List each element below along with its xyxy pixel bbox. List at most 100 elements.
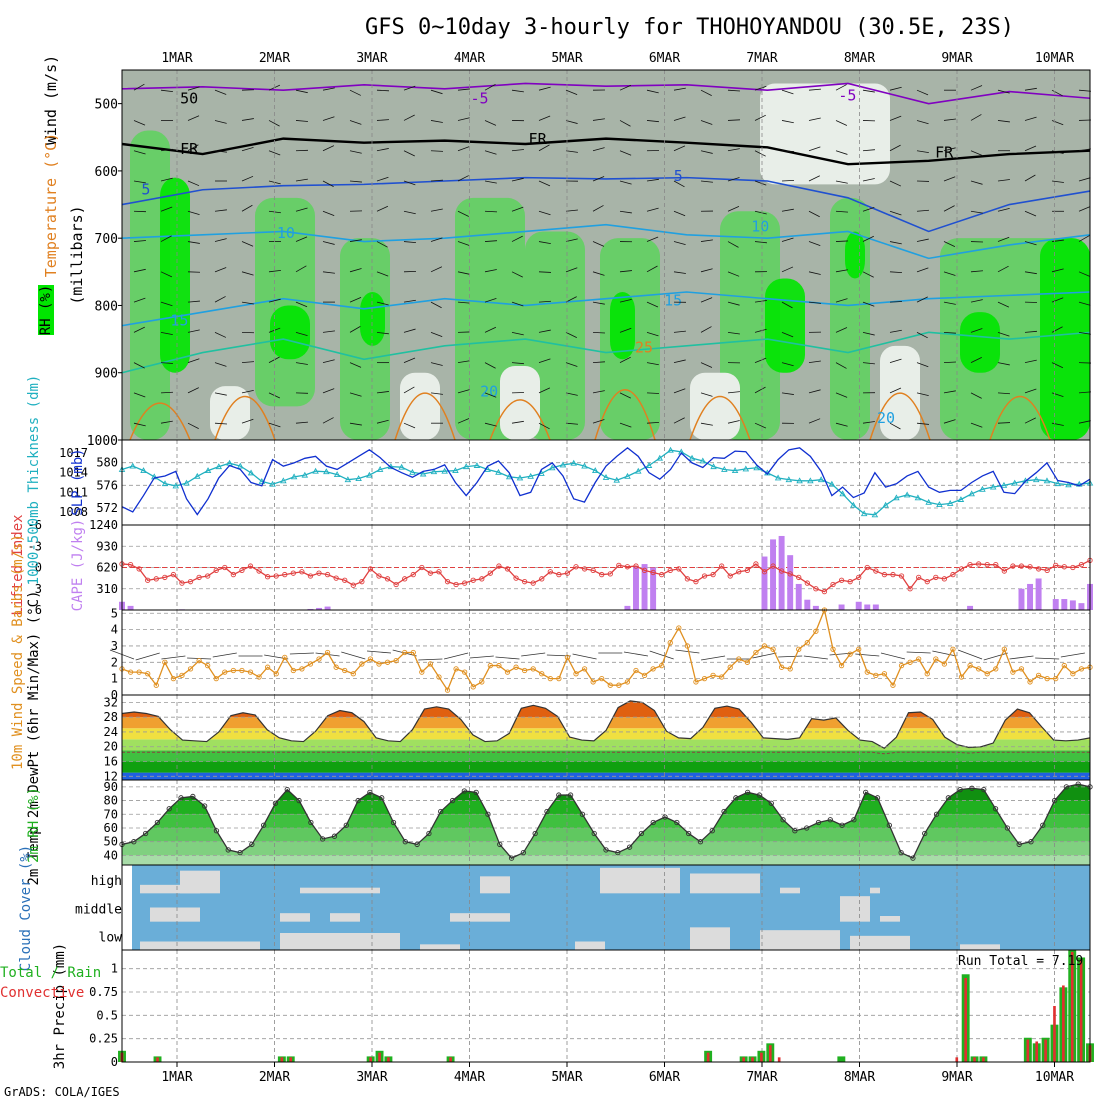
wind-barb [1051,150,1064,155]
cape-bar [307,608,314,610]
wind-barb [727,391,740,394]
rh-dry-patch [690,372,740,440]
wind-barb [997,392,1010,395]
wind-barb [430,89,443,95]
thickness-line [121,449,1091,516]
wind-barb [781,89,794,95]
wind-speed-point [933,656,939,662]
wind-barb [619,210,632,214]
wind-barb [403,180,416,186]
cape-bar [1052,599,1059,610]
wind-barb [565,150,578,153]
wind-barb [619,120,631,127]
lifted-index-point [1044,567,1050,573]
wind-barb [268,120,280,127]
wind-barb [511,301,524,307]
wind-speed-point [830,646,836,652]
rh2m-point [981,786,987,793]
lifted-index-point [881,571,888,578]
wind-barb [781,237,794,242]
wind-barb [1024,174,1036,182]
wind-barb [430,120,443,123]
wind-barb [376,331,389,335]
thickness-point [312,467,319,474]
thickness-point [1043,477,1051,484]
rh2m-point [721,808,727,815]
wind-barb [403,299,416,303]
wind-speed-point [187,666,194,672]
cloud-block [690,927,730,950]
wind-barb [808,301,821,304]
wind-barb [997,331,1010,337]
wind-barb [538,241,551,245]
rh2m-point [792,828,798,834]
wind-barb [1078,301,1091,306]
wind-barb [1051,362,1064,369]
wind-barb [727,420,740,424]
lifted-tick-label: 6 [35,603,42,617]
wind-speed-point [342,667,348,674]
wind-barb [349,268,362,273]
lifted-index-point [290,570,296,576]
wind-barb [214,392,227,396]
chart-title: GFS 0~10day 3-hourly for THOHOYANDOU (30… [365,15,1014,40]
rh2m-point [898,850,904,856]
wind-barb [592,241,605,247]
wind-barb [511,149,524,152]
upper-air-panel: -5 -5 FR FR FR 5 5 10 10 15 15 20 20 25 50 500 600 700 800… [38,69,1092,449]
wind-barb [430,150,444,152]
cloud-block [690,873,760,894]
rh2m-point [497,841,503,848]
wind-speed-point [299,666,305,672]
wind-barb [295,265,307,273]
wind-barb [673,330,686,333]
wind-barb [241,301,254,305]
lifted-index-point [376,573,382,579]
lifted-index-point [230,571,237,578]
panel-labels: Wind (m/s)Temperature (°C) RH (%) (milliba… [0,55,101,1069]
wind-barb [1078,89,1091,92]
wind-speed-point [659,662,665,669]
rh2m-point [1004,825,1011,831]
wind-barb [160,206,173,212]
wind-barb [997,265,1009,273]
wind-barb [835,210,848,213]
rh2m-point [933,811,940,817]
lifted-index-point [624,564,631,570]
thickness-point [204,467,212,474]
wind-barb [133,180,146,184]
lifted-index-point [145,577,151,583]
temp-tick-label: 12 [104,769,118,783]
rh2m-point [863,789,869,795]
wind-barb [511,235,523,242]
bottom-date-label: 3MAR [356,1070,387,1085]
thickness-point [774,474,782,481]
lifted-index-point [539,576,545,582]
slp-tick-label: 1014 [59,466,88,480]
lifted-index-point [384,576,391,582]
cape-bar [127,605,134,610]
wind-speed-point [967,662,973,669]
lifted-index-point [127,562,134,568]
wind-barb [916,120,929,125]
wind-speed-point [1010,669,1016,675]
isotherm-label: 10 [751,217,769,235]
thickness-point [140,467,147,474]
thickness-point [1054,480,1061,487]
wind-barb [457,360,470,364]
wind-barb [862,89,875,93]
lifted-index-point [718,563,725,569]
wind-speed-point [581,666,588,672]
precip-panel: 1 0.75 0.5 0.25 0 [89,949,1094,1069]
wind-speed-point [1001,646,1007,652]
wind-barb [943,301,956,305]
lifted-index-point [950,571,956,578]
lifted-index-point [487,570,494,576]
wind-speed-point [898,662,905,669]
wind-speed-point [881,671,888,677]
wind-speed-point [813,628,819,634]
wind-barb [862,362,875,365]
wind-barb [160,301,173,307]
rh-band [122,784,1090,801]
